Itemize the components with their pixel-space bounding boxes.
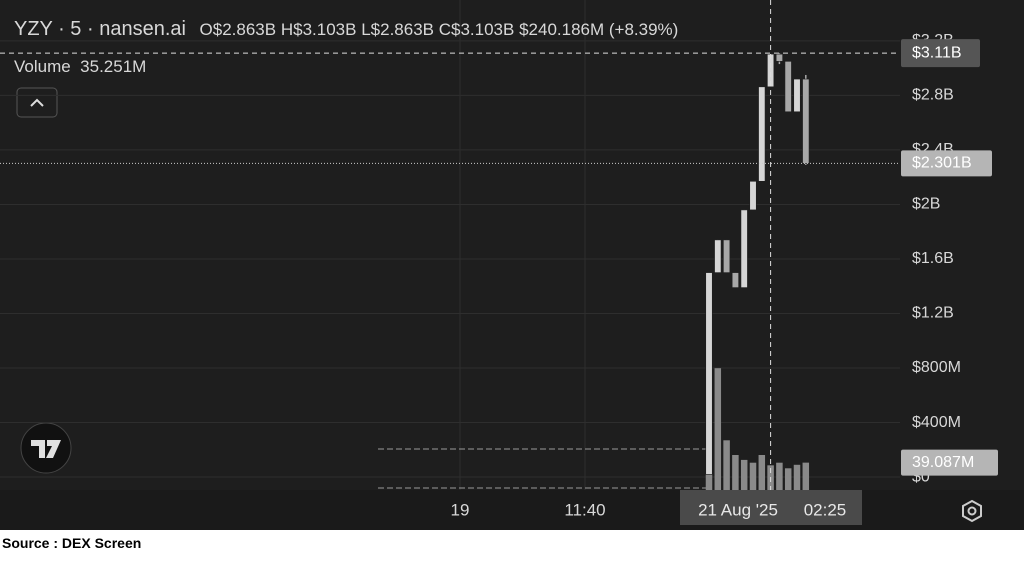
- tv-logo: [20, 422, 72, 474]
- ohlc-value: $2.863B: [370, 20, 434, 39]
- last-volume-box: [901, 449, 998, 476]
- candle-body: [731, 272, 739, 288]
- volume-bar: [732, 455, 739, 490]
- candle-body: [793, 78, 801, 113]
- chevron-up[interactable]: [30, 98, 44, 107]
- last-price-label: $2.301B: [912, 155, 972, 172]
- candle-body: [705, 272, 713, 475]
- crosshair-price-label: $3.11B: [912, 44, 962, 61]
- y-tick-label: $400M: [912, 414, 961, 431]
- symbol-title: YZY · 5 · nansen.ai: [14, 18, 186, 40]
- last-volume-label: 39.087M: [912, 454, 974, 471]
- logo-mark: [31, 440, 61, 458]
- volume-bar: [802, 462, 810, 490]
- y-tick-label: $1.2B: [912, 305, 954, 322]
- candle-body: [723, 239, 731, 273]
- ohlc-legend: O$2.863B H$3.103B L$2.863B C$3.103B $240…: [200, 20, 679, 39]
- x-tick-label: 11:40: [564, 500, 605, 519]
- chart: $0$400M$800M$1.2B$1.6B$2B$2.4B$2.8B$3.2B…: [0, 0, 1024, 530]
- candle-body: [740, 209, 748, 288]
- y-tick-label: $2B: [912, 196, 940, 213]
- x-tick-label: 19: [451, 500, 470, 519]
- volume-bar: [749, 462, 757, 490]
- gear-hex[interactable]: [962, 499, 982, 523]
- ohlc-key: C: [438, 20, 452, 39]
- y-tick-label: $800M: [912, 359, 961, 376]
- volume-value: 35.251M: [80, 57, 147, 76]
- volume-name: Volume: [14, 57, 71, 76]
- last-price-box: [901, 150, 992, 177]
- volume-bar: [784, 468, 792, 490]
- ohlc-value: $3.103B: [293, 20, 357, 39]
- logo-circle: [20, 422, 72, 474]
- candle-body: [758, 86, 766, 182]
- volume-bar: [714, 368, 722, 490]
- header: YZY · 5 · nansen.ai O$2.863B H$3.103B L$…: [14, 18, 678, 41]
- volume-bar: [723, 440, 730, 490]
- button-frame[interactable]: [16, 87, 58, 118]
- y-tick-label: $1.6B: [912, 250, 954, 267]
- crosshair-date: 21 Aug '25: [698, 500, 778, 519]
- crosshair-time: 02:25: [804, 500, 847, 519]
- crosshair-price-box: [901, 39, 980, 68]
- volume-bar: [740, 459, 748, 490]
- candle-body: [802, 78, 810, 164]
- volume-bar: [776, 462, 783, 490]
- settings-button[interactable]: [962, 499, 982, 523]
- crosshair-time-box: [680, 490, 862, 525]
- volume-bar: [758, 455, 766, 490]
- ohlc-value: $3.103B: [451, 20, 515, 39]
- candle-body: [784, 61, 792, 113]
- ohlc-key: O: [199, 20, 213, 39]
- collapse-button[interactable]: [16, 87, 58, 118]
- background: [0, 0, 1024, 530]
- ohlc-key: L: [361, 20, 371, 39]
- y-tick-label: $2.8B: [912, 87, 954, 104]
- source-note: Source : DEX Screen: [2, 535, 142, 551]
- candle-body: [749, 180, 757, 211]
- change: $240.186M (+8.39%): [519, 20, 679, 39]
- time-axis-bar: [0, 490, 1024, 530]
- ohlc-key: H: [280, 20, 294, 39]
- candle-body: [775, 53, 783, 62]
- volume-bar: [793, 464, 801, 490]
- ohlc-value: $2.863B: [212, 20, 277, 39]
- gear-center[interactable]: [967, 506, 977, 516]
- volume-legend: Volume 35.251M: [14, 57, 146, 77]
- candle-body: [714, 239, 722, 273]
